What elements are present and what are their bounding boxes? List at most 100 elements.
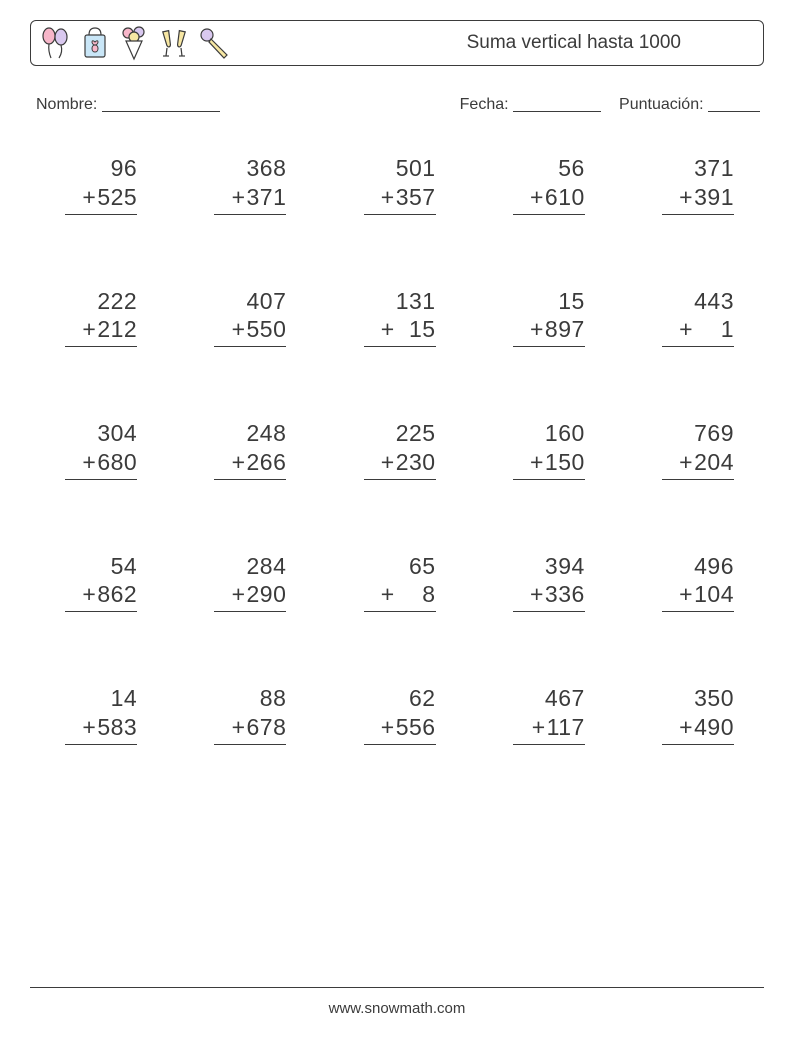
addend-bottom: +391 [679, 183, 734, 212]
date-blank[interactable] [513, 95, 601, 112]
problem-rule [65, 214, 137, 215]
problem: 443+ 1 [641, 287, 750, 348]
addend-top: 443 [694, 287, 734, 316]
problems-grid: 96+525368+371501+35756+610371+391222+212… [30, 154, 764, 745]
addend-bottom-value: 862 [97, 580, 137, 609]
addend-top: 222 [97, 287, 137, 316]
problem-rule [214, 744, 286, 745]
addend-bottom: +680 [82, 448, 137, 477]
addend-bottom-value: 550 [247, 315, 287, 344]
operator: + [530, 580, 544, 609]
operator: + [679, 448, 693, 477]
problem: 225+230 [342, 419, 451, 480]
operator: + [679, 315, 693, 344]
problem-rule [662, 214, 734, 215]
problem: 769+204 [641, 419, 750, 480]
problem-rule [214, 346, 286, 347]
addend-top: 501 [396, 154, 436, 183]
addend-bottom: + 8 [381, 580, 436, 609]
addend-top: 394 [545, 552, 585, 581]
addend-top: 14 [111, 684, 138, 713]
addend-bottom: +212 [82, 315, 137, 344]
operator: + [679, 580, 693, 609]
addend-bottom-value: 357 [396, 183, 436, 212]
balloons-icon [39, 25, 73, 61]
addend-bottom: +230 [381, 448, 436, 477]
problem: 160+150 [492, 419, 601, 480]
problem: 65+ 8 [342, 552, 451, 613]
operator: + [232, 448, 246, 477]
addend-top: 368 [247, 154, 287, 183]
addend-bottom: +204 [679, 448, 734, 477]
addend-bottom-value: 678 [247, 713, 287, 742]
problem: 467+117 [492, 684, 601, 745]
addend-bottom: +610 [530, 183, 585, 212]
champagne-glasses-icon [157, 25, 191, 61]
addend-bottom: +897 [530, 315, 585, 344]
problem-rule [214, 611, 286, 612]
problem-rule [65, 346, 137, 347]
problem-rule [662, 346, 734, 347]
addend-bottom-value: 610 [545, 183, 585, 212]
addend-top: 56 [558, 154, 585, 183]
addend-top: 248 [247, 419, 287, 448]
worksheet-page: Suma vertical hasta 1000 Nombre: Fecha: … [0, 0, 794, 1053]
addend-bottom: +290 [232, 580, 287, 609]
operator: + [530, 448, 544, 477]
addend-top: 54 [111, 552, 138, 581]
flower-cone-icon [117, 25, 151, 61]
problem: 248+266 [193, 419, 302, 480]
operator: + [381, 183, 395, 212]
addend-bottom: +678 [232, 713, 287, 742]
problem: 96+525 [44, 154, 153, 215]
addend-top: 96 [111, 154, 138, 183]
problem: 14+583 [44, 684, 153, 745]
addend-bottom-value: 230 [396, 448, 436, 477]
name-label: Nombre: [36, 96, 97, 113]
addend-top: 284 [247, 552, 287, 581]
score-label: Puntuación: [619, 96, 704, 113]
addend-top: 350 [694, 684, 734, 713]
operator: + [530, 315, 544, 344]
operator: + [82, 448, 96, 477]
problem: 371+391 [641, 154, 750, 215]
problem: 501+357 [342, 154, 451, 215]
name-blank[interactable] [102, 95, 220, 112]
problem: 496+104 [641, 552, 750, 613]
addend-bottom-value: 556 [396, 713, 436, 742]
operator: + [679, 183, 693, 212]
problem: 394+336 [492, 552, 601, 613]
problem: 56+610 [492, 154, 601, 215]
addend-bottom-value: 391 [694, 183, 734, 212]
addend-bottom-value: 336 [545, 580, 585, 609]
addend-bottom-value: 680 [97, 448, 137, 477]
problem: 304+680 [44, 419, 153, 480]
problem-rule [65, 611, 137, 612]
problem-rule [662, 611, 734, 612]
addend-bottom-value: 583 [97, 713, 137, 742]
date-field: Fecha: [460, 92, 601, 114]
problem-rule [513, 214, 585, 215]
score-blank[interactable] [708, 95, 760, 112]
addend-bottom-value: 204 [694, 448, 734, 477]
addend-bottom-value: 490 [694, 713, 734, 742]
problem: 88+678 [193, 684, 302, 745]
problem: 284+290 [193, 552, 302, 613]
problem-rule [513, 479, 585, 480]
problem-rule [364, 479, 436, 480]
problem-rule [364, 744, 436, 745]
microphone-icon [197, 25, 231, 61]
problem: 368+371 [193, 154, 302, 215]
operator: + [82, 580, 96, 609]
addend-bottom-value: 371 [247, 183, 287, 212]
addend-bottom-value: 1 [694, 315, 734, 344]
addend-bottom: +104 [679, 580, 734, 609]
addend-top: 407 [247, 287, 287, 316]
addend-top: 225 [396, 419, 436, 448]
problem-rule [364, 611, 436, 612]
addend-bottom-value: 8 [396, 580, 436, 609]
gift-bag-icon [79, 25, 111, 61]
problem: 62+556 [342, 684, 451, 745]
operator: + [530, 183, 544, 212]
addend-bottom: +266 [232, 448, 287, 477]
